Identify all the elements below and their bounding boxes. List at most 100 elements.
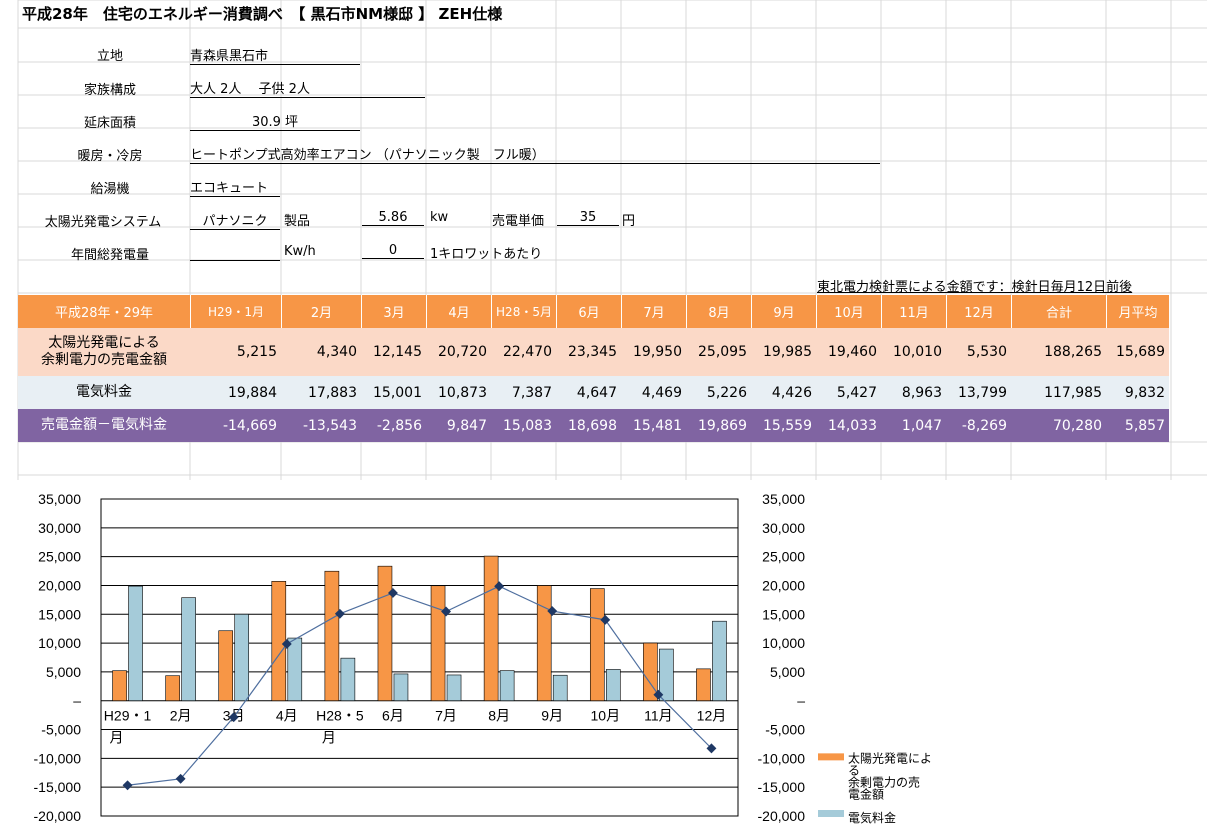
y-tick-label-right: -15,000 (758, 779, 806, 795)
solar-kw-value: 5.86 (362, 210, 424, 226)
location-label: 立地 (96, 49, 123, 64)
bar-sales (324, 570, 340, 702)
water-heater-value: エコキュート (190, 177, 280, 197)
table-header-month: H29・1月 (190, 295, 281, 328)
x-tick-label: 9月 (541, 708, 563, 724)
y-tick-label-right: 15,000 (762, 606, 805, 622)
solar-kw-unit: kw (430, 210, 449, 225)
bar-electricity (605, 669, 621, 702)
x-tick-label: 12月 (697, 708, 727, 724)
table-cell: -13,543 (281, 409, 361, 442)
table-cell: 10,010 (881, 328, 946, 376)
table-cell: 15,001 (361, 376, 426, 409)
y-tick-label-left: 25,000 (38, 549, 81, 565)
table-cell: 25,095 (686, 328, 751, 376)
table-cell: 4,340 (281, 328, 361, 376)
table-cell: -8,269 (946, 409, 1011, 442)
bar-electricity (712, 620, 727, 702)
row-label-line: 太陽光発電による (48, 335, 160, 351)
table-cell: 9,847 (426, 409, 491, 442)
area-value: 30.9 坪 (190, 111, 360, 131)
annual-generation-note: 1キロワットあたり (430, 247, 543, 262)
family-label: 家族構成 (83, 83, 136, 98)
table-header-month: H28・5月 (491, 295, 556, 328)
line-marker (547, 606, 558, 617)
table-header-month: 4月 (426, 295, 491, 328)
y-tick-label-left: 10,000 (38, 635, 81, 651)
location-value: 青森県黒石市 (190, 45, 360, 65)
table-cell: 10,873 (426, 376, 491, 409)
bar-sales (271, 581, 287, 702)
bar-sales (536, 585, 552, 702)
bar-electricity (128, 585, 143, 702)
table-cell: 15,559 (751, 409, 816, 442)
table-header-month: 3月 (361, 295, 426, 328)
x-tick-label: 11月 (644, 708, 673, 724)
y-tick-label-left: -5,000 (41, 722, 81, 738)
row-label-line: 電気料金 (76, 384, 132, 400)
plot-area (100, 498, 739, 817)
table-cell: 9,832 (1106, 376, 1169, 409)
table-cell: 188,265 (1011, 328, 1106, 376)
table-cell: 19,460 (816, 328, 881, 376)
legend-label-electricity: 電気料金 (848, 810, 896, 825)
row-label-line: 売電金額－電気料金 (41, 417, 167, 433)
page-title: 平成28年 住宅のエネルギー消費調べ 【 黒石市NM様邸 】 ZEH仕様 (22, 5, 503, 23)
y-tick-label-left: 30,000 (38, 520, 81, 536)
table-cell: 17,883 (281, 376, 361, 409)
x-tick-label: 8月 (488, 708, 510, 724)
y-tick-label-left: -15,000 (34, 779, 82, 795)
table-cell: 14,033 (816, 409, 881, 442)
sell-price-unit: 円 (622, 214, 636, 229)
table-cell: 5,857 (1106, 409, 1169, 442)
table-cell: 4,426 (751, 376, 816, 409)
bar-sales (589, 588, 605, 702)
table-header-label: 平成28年・29年 (18, 295, 190, 328)
sell-price-label: 売電単価 (492, 214, 545, 229)
line-marker (175, 773, 186, 784)
table-cell: 117,985 (1011, 376, 1106, 409)
table-row-label: 電気料金 (18, 376, 190, 409)
y-tick-label-left: 5,000 (46, 664, 81, 680)
table-row-label: 売電金額－電気料金 (18, 409, 190, 442)
solar-label: 太陽光発電システム (44, 215, 162, 230)
table-header-month: 7月 (621, 295, 686, 328)
table-cell: -14,669 (190, 409, 281, 442)
x-tick-label: 10月 (591, 708, 621, 724)
bar-electricity (234, 613, 250, 702)
table-cell: 8,963 (881, 376, 946, 409)
line-marker (122, 780, 133, 791)
table-cell: 15,481 (621, 409, 686, 442)
table-cell: 15,689 (1106, 328, 1169, 376)
table-cell: 22,470 (491, 328, 556, 376)
solar-maker: パナソニク (190, 210, 280, 230)
bar-sales (165, 675, 180, 702)
bar-sales (430, 585, 446, 702)
bar-electricity (446, 674, 462, 702)
legend-label-sales-line: 電金額 (848, 786, 884, 801)
bar-electricity (393, 673, 409, 702)
bar-electricity (287, 637, 303, 702)
legend-swatch-sales (818, 753, 844, 761)
x-tick-label-wrap: 月 (322, 730, 336, 746)
y-tick-label-left: – (73, 693, 81, 709)
table-cell: 19,869 (686, 409, 751, 442)
table-cell: 12,145 (361, 328, 426, 376)
annual-generation-unit: Kw/h (284, 244, 316, 259)
y-tick-label-left: 15,000 (38, 606, 81, 622)
y-tick-label-right: -10,000 (758, 750, 806, 766)
solar-product-label: 製品 (284, 214, 311, 229)
y-tick-label-right: 35,000 (762, 491, 805, 507)
table-cell: 4,469 (621, 376, 686, 409)
y-tick-label-right: 25,000 (762, 549, 805, 565)
line-marker (600, 614, 611, 625)
table-cell: 19,950 (621, 328, 686, 376)
table-cell: 15,083 (491, 409, 556, 442)
line-marker (706, 743, 717, 754)
table-cell: 5,215 (190, 328, 281, 376)
heating-value: ヒートポンプ式高効率エアコン （パナソニック製 フル暖） (190, 144, 880, 164)
sell-price-value: 35 (557, 210, 619, 226)
table-cell: 5,226 (686, 376, 751, 409)
table-cell: 19,884 (190, 376, 281, 409)
energy-chart: 35,000 35,000 30,000 30,000 25,000 25,000 20,0… (34, 491, 933, 825)
